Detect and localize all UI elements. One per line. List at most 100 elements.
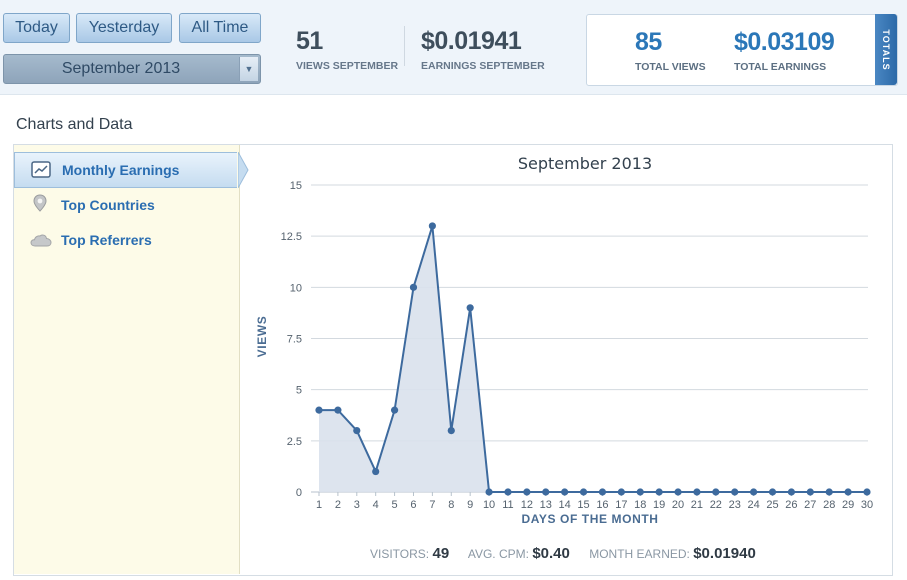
earnings-month-label: EARNINGS SEPTEMBER (421, 60, 545, 72)
data-point (409, 283, 418, 291)
data-point (372, 467, 380, 476)
data-point (787, 488, 796, 496)
x-tick-label: 2 (335, 499, 341, 511)
series-area (319, 225, 867, 492)
data-point (844, 488, 852, 496)
x-tick-label: 26 (785, 499, 797, 511)
data-point (636, 488, 644, 496)
data-point (315, 406, 323, 414)
views-month-stat: 51 VIEWS SEPTEMBER (296, 27, 398, 72)
x-tick-label: 27 (804, 499, 816, 511)
data-point (428, 222, 436, 230)
avg-cpm-label: AVG. CPM: (467, 547, 529, 561)
y-tick-label: 12.5 (281, 231, 302, 243)
earnings-month-stat: $0.01941 EARNINGS SEPTEMBER (421, 27, 545, 72)
totals-tab[interactable]: TOTALS (875, 14, 897, 85)
x-tick-label: 20 (672, 499, 684, 511)
section-title: Charts and Data (16, 116, 133, 133)
data-point (617, 488, 625, 496)
x-tick-label: 25 (766, 499, 778, 511)
x-tick-label: 1 (316, 499, 322, 511)
total-earnings-value: $0.03109 (734, 28, 835, 56)
active-arrow-icon (238, 152, 249, 188)
chart-title: September 2013 (518, 154, 652, 173)
views-month-label: VIEWS SEPTEMBER (296, 60, 399, 72)
x-tick-label: 18 (634, 499, 646, 511)
total-earnings-label: TOTAL EARNINGS (734, 61, 827, 73)
data-point (598, 488, 607, 496)
data-point (561, 488, 569, 496)
month-earned-value: $0.01940 (693, 545, 756, 562)
x-tick-label: 17 (615, 499, 627, 511)
y-tick-label: 7.5 (287, 334, 302, 346)
stat-divider (404, 26, 405, 66)
y-axis-label: VIEWS (255, 316, 269, 358)
x-tick-label: 3 (354, 499, 360, 511)
data-point (655, 488, 663, 496)
data-point (731, 488, 739, 496)
footer-stats: VISITORS: 49 AVG. CPM: $0.40 MONTH EARNE… (370, 545, 756, 562)
month-select-value: September 2013 (61, 60, 181, 77)
data-point (579, 488, 588, 496)
map-pin-icon (33, 194, 47, 212)
sidebar-item-label: Monthly Earnings (62, 162, 180, 178)
total-earnings-stat: $0.03109 TOTAL EARNINGS (734, 28, 835, 73)
data-point (390, 406, 399, 414)
cloud-icon (30, 234, 52, 247)
sidebar (14, 145, 240, 574)
sidebar-item-top-countries[interactable]: Top Countries (14, 188, 239, 222)
x-tick-label: 9 (467, 499, 473, 511)
data-point (712, 488, 720, 496)
visitors-value: 49 (432, 545, 450, 562)
totals-tab-label: TOTALS (881, 28, 891, 71)
x-tick-label: 28 (823, 499, 835, 511)
y-tick-label: 2.5 (287, 436, 302, 448)
sidebar-item-monthly-earnings[interactable]: Monthly Earnings (14, 152, 237, 188)
data-point (768, 488, 777, 496)
data-point (825, 488, 833, 496)
x-tick-label: 5 (392, 499, 398, 511)
x-tick-label: 22 (710, 499, 722, 511)
sidebar-item-label: Top Countries (61, 197, 155, 213)
data-point (353, 427, 361, 435)
chart-icon (31, 161, 51, 178)
y-tick-label: 5 (296, 385, 302, 397)
avg-cpm-value: $0.40 (532, 545, 570, 562)
data-point (674, 488, 682, 496)
data-point (485, 488, 493, 496)
month-select[interactable]: September 2013 ▼ (3, 54, 261, 84)
total-views-value: 85 (635, 28, 662, 56)
x-tick-label: 8 (448, 499, 454, 511)
x-tick-label: 10 (483, 499, 495, 511)
total-views-label: TOTAL VIEWS (635, 61, 706, 73)
all-time-button[interactable]: All Time (179, 13, 261, 43)
data-point (504, 488, 512, 496)
x-tick-label: 4 (373, 499, 379, 511)
y-tick-label: 0 (296, 487, 302, 499)
x-tick-label: 16 (596, 499, 608, 511)
data-point (693, 488, 701, 496)
data-point (806, 488, 814, 496)
x-tick-label: 7 (429, 499, 435, 511)
y-tick-label: 15 (290, 180, 302, 192)
chevron-down-icon[interactable]: ▼ (239, 57, 258, 81)
x-tick-label: 11 (502, 499, 513, 511)
data-point (523, 488, 531, 496)
visitors-label: VISITORS: (370, 547, 430, 561)
chart-area: September 2013 0 2.5 5 7.5 10 12.5 15 1 2 3 4 5 6 7 8 9 1… (240, 145, 890, 574)
x-tick-label: 12 (521, 499, 533, 511)
data-point (542, 488, 550, 496)
yesterday-button[interactable]: Yesterday (76, 13, 172, 43)
x-tick-label: 24 (747, 499, 759, 511)
sidebar-item-top-referrers[interactable]: Top Referrers (14, 223, 239, 257)
data-point (447, 427, 455, 435)
x-tick-label: 23 (729, 499, 741, 511)
y-tick-label: 10 (290, 282, 302, 294)
today-button[interactable]: Today (3, 13, 70, 43)
x-tick-label: 15 (577, 499, 589, 511)
data-point (334, 406, 342, 414)
x-tick-label: 6 (410, 499, 416, 511)
total-views-stat: 85 TOTAL VIEWS (635, 28, 706, 73)
totals-box: 85 TOTAL VIEWS $0.03109 TOTAL EARNINGS (586, 14, 898, 86)
